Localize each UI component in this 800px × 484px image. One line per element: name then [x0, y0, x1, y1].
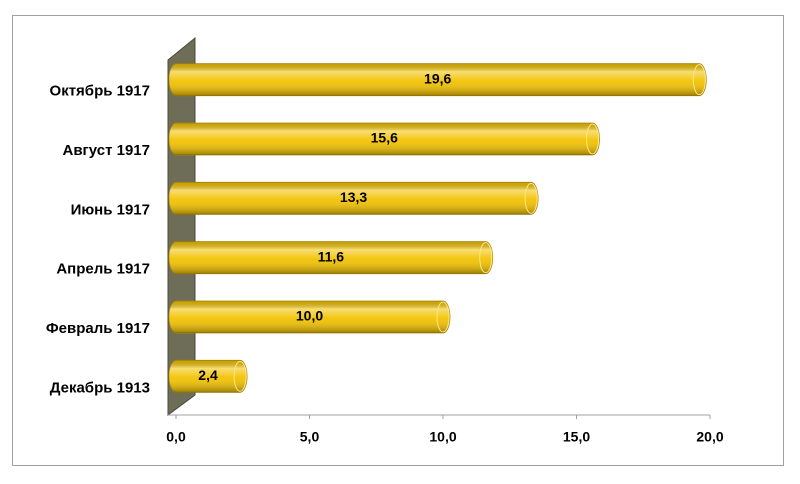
- value-label: 13,3: [340, 189, 367, 205]
- bar-cap: [692, 64, 706, 96]
- bar-cap: [436, 301, 450, 333]
- x-tick-label: 20,0: [696, 429, 723, 445]
- x-tick-label: 15,0: [563, 429, 590, 445]
- y-tick-label: Февраль 1917: [46, 320, 150, 337]
- bar-cap: [233, 360, 247, 392]
- y-tick-label: Август 1917: [63, 142, 151, 159]
- x-tick-label: 5,0: [300, 429, 320, 445]
- bar-cap: [524, 182, 538, 214]
- x-tick-label: 10,0: [429, 429, 456, 445]
- bar-shading: [169, 360, 248, 393]
- bar-shading: [169, 63, 707, 96]
- value-label: 11,6: [318, 248, 345, 264]
- y-tick-label: Июнь 1917: [71, 201, 150, 218]
- value-label: 15,6: [371, 130, 398, 146]
- y-tick-label: Декабрь 1913: [50, 379, 150, 396]
- y-tick-label: Октябрь 1917: [50, 83, 150, 100]
- y-tick-label: Апрель 1917: [56, 261, 150, 278]
- x-tick-label: 0,0: [166, 429, 186, 445]
- bar-shading: [169, 241, 493, 274]
- bar-cap: [479, 242, 493, 274]
- bar-shading: [169, 182, 539, 215]
- bar-shading: [169, 301, 450, 333]
- value-label: 19,6: [424, 70, 451, 86]
- bar-shading: [169, 123, 600, 155]
- value-label: 10,0: [296, 308, 323, 324]
- bar-cap: [586, 123, 600, 155]
- value-label: 2,4: [198, 367, 218, 383]
